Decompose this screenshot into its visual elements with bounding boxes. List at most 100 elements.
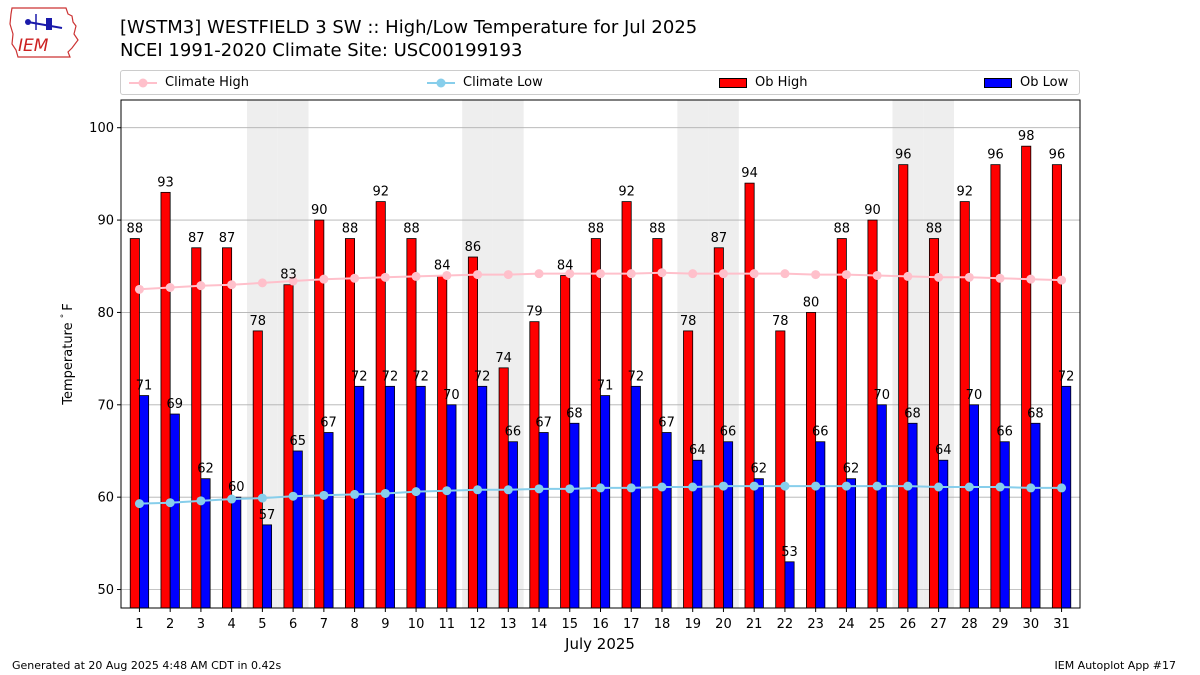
ob-low-label: 62 — [197, 462, 214, 477]
climate-low-point — [227, 494, 237, 504]
climate-high-point — [811, 270, 821, 280]
ob-low-label: 71 — [136, 379, 153, 394]
ob-low-bar — [1030, 422, 1041, 609]
ob-high-label: 78 — [680, 314, 697, 329]
ob-high-label: 88 — [127, 222, 144, 237]
climate-high-point — [350, 273, 360, 283]
climate-low-point — [196, 496, 206, 506]
x-tick-label: 12 — [469, 617, 486, 632]
ob-low-bar — [968, 404, 979, 609]
climate-high-point — [780, 269, 790, 279]
ob-low-label: 67 — [535, 416, 552, 431]
ob-high-label: 96 — [987, 148, 1004, 163]
climate-high-point — [411, 271, 421, 281]
x-tick-label: 3 — [197, 617, 205, 632]
climate-low-point — [626, 483, 636, 493]
climate-low-point — [749, 481, 759, 491]
climate-lines — [134, 268, 1067, 509]
y-tick-label: 70 — [97, 398, 114, 413]
climate-low-point — [1026, 483, 1036, 493]
ob-high-bar — [621, 201, 632, 609]
ob-low-bar — [600, 395, 611, 609]
ob-high-bar — [959, 201, 970, 609]
ob-high-bar — [129, 238, 140, 609]
climate-high-point — [749, 269, 759, 279]
x-tick-label: 24 — [838, 617, 855, 632]
y-tick-label: 100 — [89, 121, 114, 136]
x-tick-label: 20 — [715, 617, 732, 632]
ob-high-bar — [529, 321, 540, 609]
ob-high-label: 94 — [741, 166, 758, 181]
ob-low-bar — [569, 422, 580, 609]
ob-high-bar — [1021, 145, 1032, 609]
ob-high-label: 86 — [465, 240, 482, 255]
climate-high-point — [257, 278, 267, 288]
ob-low-label: 66 — [720, 425, 737, 440]
x-tick-label: 19 — [684, 617, 701, 632]
climate-low-point — [534, 484, 544, 494]
x-tick-label: 13 — [500, 617, 517, 632]
ob-high-label: 92 — [618, 185, 635, 200]
chart-title: [WSTM3] WESTFIELD 3 SW :: High/Low Tempe… — [120, 17, 698, 38]
ob-low-label: 57 — [259, 508, 276, 523]
legend-item-ob-low: Ob Low — [984, 71, 1068, 94]
climate-low-point — [503, 485, 513, 495]
ob-low-label: 72 — [1058, 369, 1075, 384]
legend-label-climate-high: Climate High — [165, 75, 250, 90]
ob-low-bar — [538, 432, 549, 609]
ob-high-label: 88 — [588, 222, 605, 237]
climate-high-point — [934, 272, 944, 282]
ob-high-label: 80 — [803, 295, 820, 310]
ob-high-label: 92 — [956, 185, 973, 200]
climate-high-point — [1026, 274, 1036, 284]
ob-low-bar — [938, 459, 949, 609]
ob-low-bar — [845, 478, 857, 609]
y-tick-label: 90 — [97, 214, 114, 229]
ob-low-label: 60 — [228, 480, 245, 495]
ob-high-label: 87 — [188, 231, 205, 246]
x-tick-label: 30 — [1023, 617, 1040, 632]
ob-low-label: 72 — [351, 369, 368, 384]
climate-low-point — [841, 481, 851, 491]
ob-high-label: 88 — [403, 222, 420, 237]
ob-high-bar — [406, 238, 417, 609]
climate-low-point — [257, 493, 267, 503]
y-tick-label: 80 — [97, 306, 114, 321]
ob-low-label: 66 — [996, 425, 1013, 440]
ob-low-label: 53 — [781, 545, 798, 560]
climate-high-point — [227, 280, 237, 290]
ob-high-bar — [683, 330, 694, 609]
climate-low-point — [165, 498, 175, 508]
ob-high-label: 79 — [526, 305, 543, 320]
ob-low-label: 66 — [812, 425, 829, 440]
ob-high-label: 74 — [495, 351, 512, 366]
x-tick-label: 27 — [930, 617, 947, 632]
ob-low-bar — [753, 478, 764, 609]
ob-low-bar — [323, 432, 334, 609]
x-tick-label: 29 — [992, 617, 1009, 632]
climate-low-point — [995, 482, 1005, 492]
x-tick-label: 8 — [350, 617, 358, 632]
climate-high-point — [534, 269, 544, 279]
climate-low-point — [134, 499, 144, 509]
climate-high-point — [288, 276, 298, 286]
logo-text: IEM — [18, 36, 49, 56]
legend-label-ob-low: Ob Low — [1020, 75, 1069, 90]
ob-high-bar — [990, 164, 1001, 609]
climate-low-point — [780, 481, 790, 491]
ob-low-label: 69 — [167, 397, 184, 412]
climate-high-point — [442, 270, 452, 280]
ob-low-bar — [876, 404, 887, 609]
climate-low-point — [811, 481, 821, 491]
ob-high-label: 88 — [649, 222, 666, 237]
ob-high-bar — [1051, 164, 1062, 609]
ob-high-label: 92 — [372, 185, 389, 200]
ob-high-bar — [252, 330, 263, 609]
climate-low-point — [688, 482, 698, 492]
ob-low-bar — [415, 385, 426, 609]
legend-label-ob-high: Ob High — [755, 75, 808, 90]
ob-low-swatch — [984, 77, 1012, 88]
ob-low-label: 68 — [566, 406, 583, 421]
chart-subtitle: NCEI 1991-2020 Climate Site: USC00199193 — [120, 40, 523, 61]
